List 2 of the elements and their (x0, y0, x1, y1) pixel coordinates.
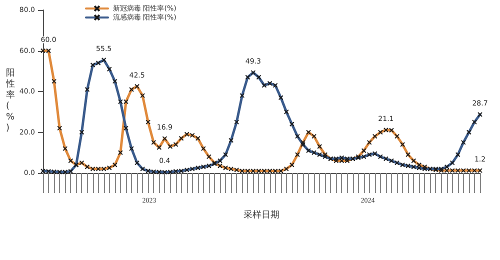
x-axis-title: 采样日期 (244, 210, 280, 220)
y-axis-title: 阳性率(%) (5, 68, 15, 134)
